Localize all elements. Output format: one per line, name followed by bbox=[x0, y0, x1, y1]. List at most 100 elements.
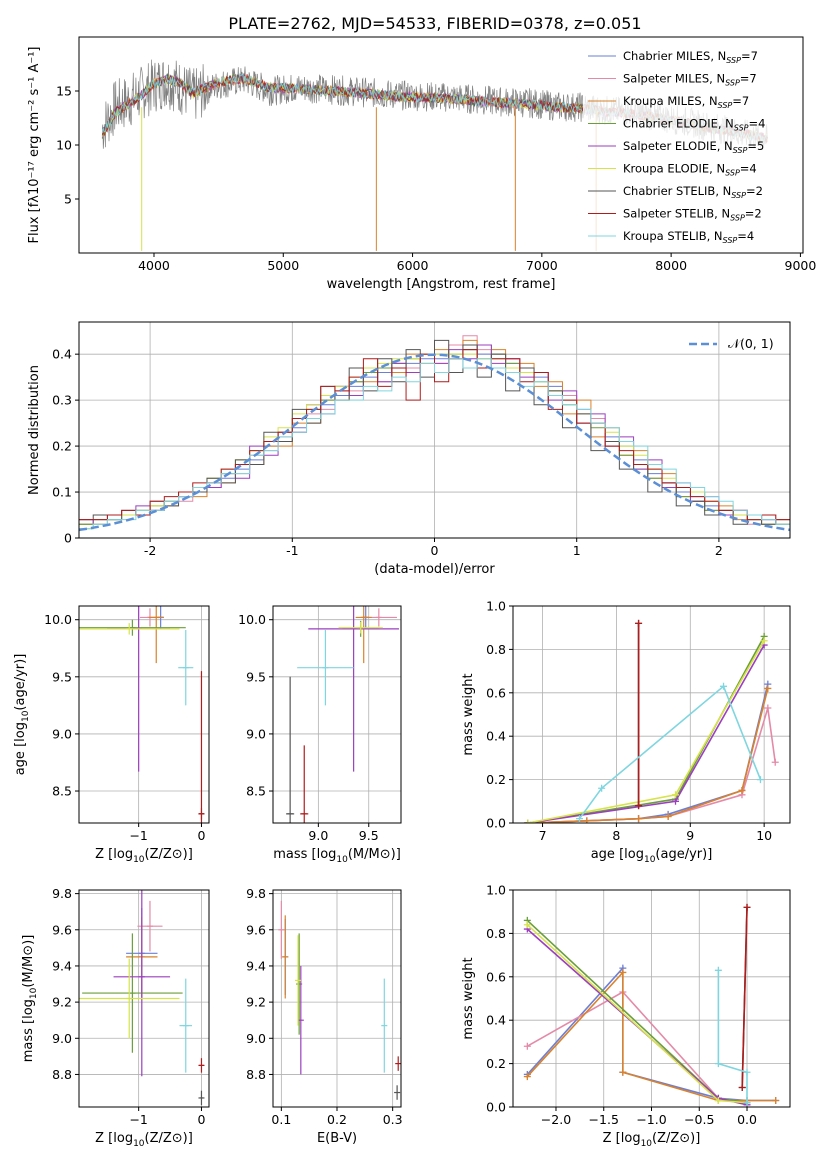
y-tick-label: 0.1 bbox=[52, 485, 72, 500]
errorbar-salpeter-stelib bbox=[395, 1056, 401, 1071]
y-tick-label: 0.4 bbox=[486, 1013, 506, 1028]
weight-line-salpeter-miles bbox=[523, 988, 751, 1107]
legend-entry-tail: =2 bbox=[746, 184, 763, 198]
plus-marker bbox=[714, 1096, 722, 1104]
plus-marker bbox=[743, 1099, 751, 1107]
x-axis-label-base: Z [log bbox=[603, 1131, 641, 1146]
plus-marker bbox=[764, 684, 772, 692]
legend-box bbox=[583, 42, 801, 252]
legend-entry-tail: =7 bbox=[732, 94, 749, 108]
x-tick-label: 8000 bbox=[655, 258, 687, 273]
legend-entry-sub: SSP bbox=[725, 79, 740, 88]
y-tick-label: 0 bbox=[64, 531, 72, 546]
errorbar-kroupa-miles bbox=[282, 915, 289, 999]
plot-area bbox=[79, 335, 790, 538]
y-tick-label: 0.0 bbox=[486, 1100, 506, 1115]
y-axis-label-base: age [log bbox=[13, 722, 28, 775]
y-axis-label: Normed distribution bbox=[27, 365, 42, 495]
plus-marker bbox=[772, 1096, 780, 1104]
legend-entry-sub: SSP bbox=[734, 124, 749, 133]
legend-entry-tail: =4 bbox=[749, 117, 766, 131]
y-tick-label: 10.0 bbox=[44, 612, 72, 627]
legend-entry-tail: =5 bbox=[747, 139, 764, 153]
plus-marker bbox=[743, 1068, 751, 1076]
y-tick-label: 15 bbox=[56, 84, 72, 99]
x-axis-label-base: Z [log bbox=[95, 1131, 133, 1146]
y-axis-label-base: mass [log bbox=[21, 999, 36, 1062]
plot-area bbox=[523, 903, 780, 1107]
x-axis-label: (data-model)/error bbox=[374, 562, 495, 577]
plus-marker bbox=[771, 758, 779, 766]
series-line bbox=[527, 683, 769, 823]
legend-entry: Kroupa STELIB, NSSP=4 bbox=[623, 229, 754, 245]
y-tick-label: 10 bbox=[56, 138, 72, 153]
legend-entry: Kroupa MILES, NSSP=7 bbox=[623, 94, 749, 110]
panel-residual_histogram: -2 -1 0 1 2 0 0.1 0.2 0.3 0.4 (data-model)/error No… bbox=[27, 321, 791, 577]
x-axis-label: wavelength [Angstrom, rest frame] bbox=[327, 277, 556, 292]
errorbar-chabrier-stelib bbox=[286, 676, 295, 823]
legend-entry-base: Salpeter MILES, N bbox=[623, 72, 725, 86]
plot-area bbox=[524, 619, 779, 823]
y-tick-label: 9.0 bbox=[52, 726, 72, 741]
x-tick-label: 9.0 bbox=[308, 828, 328, 843]
x-axis-label-sub: 10 bbox=[644, 855, 656, 865]
y-axis-label-sub: 10 bbox=[21, 710, 31, 722]
x-tick-label: 0 bbox=[197, 1112, 205, 1127]
series-line bbox=[527, 644, 765, 823]
plus-marker bbox=[714, 1060, 722, 1068]
legend-entry: Chabrier MILES, NSSP=7 bbox=[623, 49, 758, 65]
errorbar-salpeter-miles bbox=[278, 900, 285, 959]
weight-line-salpeter-miles bbox=[524, 704, 779, 823]
x-tick-label: −1 bbox=[129, 828, 147, 843]
legend-entry-tail: =7 bbox=[741, 49, 758, 63]
plot-area bbox=[286, 606, 399, 823]
y-tick-label: 9.2 bbox=[246, 995, 266, 1010]
plus-marker bbox=[523, 1073, 531, 1081]
panel-spectrum: 4000 5000 6000 7000 8000 9000 5 10 15 wavelength … bbox=[27, 36, 816, 292]
x-tick-label: 0.2 bbox=[327, 1112, 347, 1127]
errorbar-salpeter-stelib bbox=[198, 1058, 205, 1073]
errorbar-kroupa-elodie bbox=[295, 935, 302, 1026]
y-tick-label: 9.4 bbox=[246, 958, 266, 973]
legend-entry: Chabrier STELIB, NSSP=2 bbox=[623, 184, 763, 200]
legend-entry: Salpeter ELODIE, NSSP=5 bbox=[623, 139, 764, 155]
y-tick-label: 0.8 bbox=[486, 926, 506, 941]
x-axis-label-sub: 10 bbox=[641, 1139, 653, 1149]
x-axis-label-base: Z [log bbox=[95, 847, 133, 862]
legend-entry-base: Kroupa STELIB, N bbox=[623, 229, 723, 243]
y-tick-label: 9.5 bbox=[246, 669, 266, 684]
y-tick-label: 0.0 bbox=[486, 816, 506, 831]
axes-frame bbox=[272, 605, 402, 824]
normal-reference-curve bbox=[79, 353, 790, 532]
x-axis-label-tail: (Z/Z⊙)] bbox=[145, 847, 193, 862]
panel-mass_vs_ebv: 0.1 0.2 0.3 8.8 9.0 9.2 9.4 9.6 9.8 E(B-V) bbox=[246, 886, 402, 1146]
y-tick-label: 9.6 bbox=[246, 922, 266, 937]
errorbar-salpeter-elodie bbox=[297, 965, 304, 1075]
errorbar-salpeter-elodie bbox=[113, 890, 171, 1077]
x-axis-label-base: mass [log bbox=[273, 847, 336, 862]
y-tick-label: 0.2 bbox=[486, 772, 506, 787]
x-tick-label: -2 bbox=[144, 543, 156, 558]
legend-entry-base: Chabrier STELIB, N bbox=[623, 184, 731, 198]
legend-entry-tail: =4 bbox=[737, 229, 754, 243]
series-line bbox=[526, 970, 776, 1102]
y-tick-label: 9.0 bbox=[52, 1031, 72, 1046]
y-tick-label: 9.0 bbox=[246, 726, 266, 741]
plus-marker bbox=[672, 791, 680, 799]
x-tick-label: 8 bbox=[612, 828, 620, 843]
plus-marker bbox=[672, 797, 680, 805]
plus-marker bbox=[524, 819, 532, 823]
plot-area bbox=[79, 890, 205, 1106]
legend-entry-sub: SSP bbox=[730, 214, 745, 223]
y-axis-label-tail: (M/M⊙)] bbox=[21, 935, 36, 988]
weight-line-salpeter-stelib bbox=[635, 619, 643, 810]
plus-marker bbox=[714, 966, 722, 974]
plus-marker bbox=[635, 619, 643, 627]
y-axis-label: mass [log10(M/M⊙)] bbox=[21, 935, 39, 1063]
plus-marker bbox=[738, 1083, 746, 1091]
y-tick-label: 8.8 bbox=[52, 1067, 72, 1082]
y-axis-label-tail: (age/yr)] bbox=[13, 654, 28, 711]
weight-line-kroupa-stelib bbox=[575, 682, 764, 823]
x-axis-label-sub: 10 bbox=[133, 855, 145, 865]
